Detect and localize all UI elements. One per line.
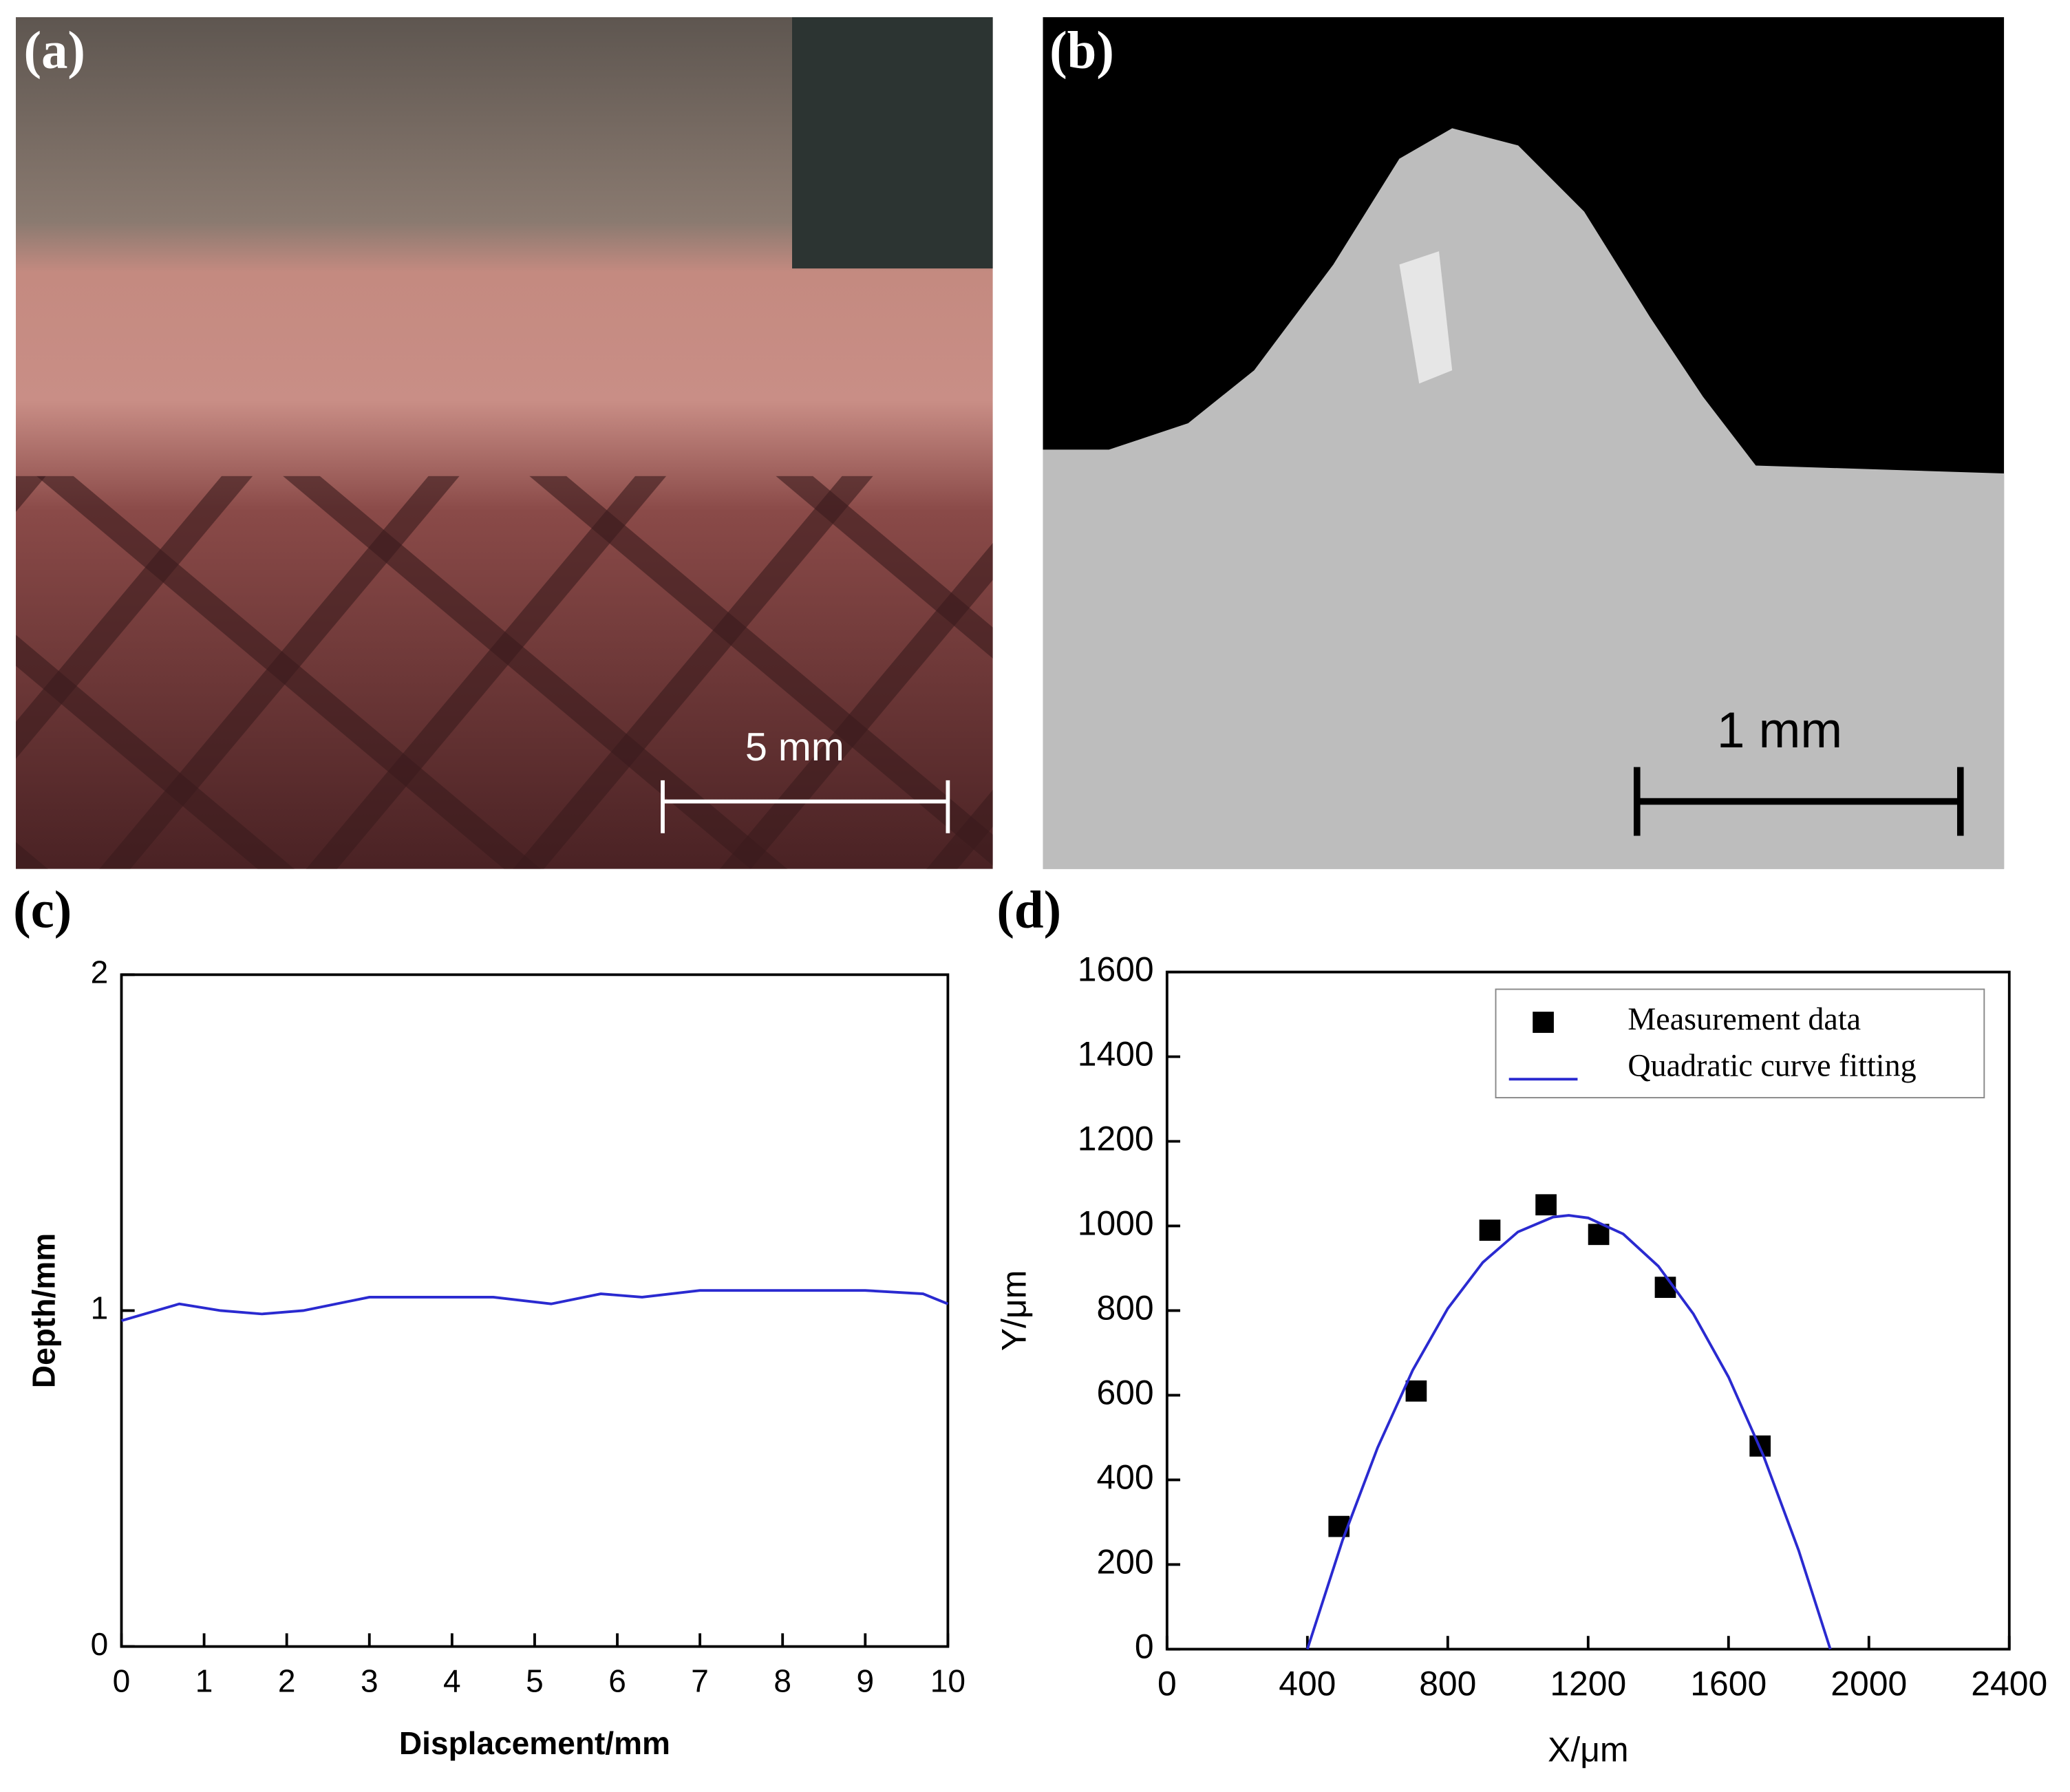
data-point <box>1405 1380 1427 1402</box>
y-tick-label: 800 <box>1096 1289 1153 1327</box>
x-tick-label: 10 <box>930 1663 965 1699</box>
scale-bar-label: 1 mm <box>1717 703 1842 758</box>
x-tick-label: 2 <box>278 1663 296 1699</box>
legend-label: Measurement data <box>1628 1001 1861 1036</box>
x-tick-label: 7 <box>691 1663 709 1699</box>
x-tick-label: 2400 <box>1971 1664 2047 1703</box>
legend-swatch <box>1533 1012 1554 1033</box>
data-point <box>1479 1219 1501 1241</box>
x-tick-label: 1200 <box>1550 1664 1626 1703</box>
y-tick-label: 400 <box>1096 1458 1153 1497</box>
data-line <box>1305 1214 1832 1650</box>
photo-a-detail <box>16 476 993 869</box>
photo-a-detail <box>792 17 993 269</box>
x-tick-label: 3 <box>361 1663 378 1699</box>
y-tick-label: 2 <box>91 954 109 990</box>
x-axis-label: Displacement/mm <box>399 1725 670 1761</box>
y-tick-label: 0 <box>91 1626 109 1662</box>
y-tick-label: 1600 <box>1078 950 1154 989</box>
panel-label: (d) <box>996 880 1061 939</box>
y-tick-label: 1000 <box>1078 1204 1154 1243</box>
data-point <box>1535 1194 1557 1216</box>
x-axis-label: X/μm <box>1548 1731 1628 1769</box>
x-tick-label: 9 <box>856 1663 874 1699</box>
x-tick-label: 2000 <box>1831 1664 1907 1703</box>
x-tick-label: 400 <box>1279 1664 1336 1703</box>
x-tick-label: 0 <box>113 1663 131 1699</box>
x-tick-label: 5 <box>526 1663 544 1699</box>
y-tick-label: 600 <box>1096 1374 1153 1412</box>
y-axis-label: Depth/mm <box>25 1233 61 1388</box>
photo-b-detail <box>1043 128 2005 869</box>
x-tick-label: 6 <box>608 1663 626 1699</box>
panel-label: (a) <box>24 21 85 79</box>
y-axis-label: Y/μm <box>994 1270 1033 1352</box>
panel-label: (b) <box>1049 21 1114 79</box>
y-tick-label: 1400 <box>1078 1035 1154 1074</box>
y-tick-label: 200 <box>1096 1543 1153 1581</box>
x-tick-label: 1600 <box>1690 1664 1767 1703</box>
panel-label: (c) <box>13 880 72 939</box>
plot-frame <box>120 973 950 1648</box>
legend-label: Quadratic curve fitting <box>1628 1047 1916 1082</box>
x-tick-label: 800 <box>1419 1664 1476 1703</box>
x-tick-label: 0 <box>1157 1664 1177 1703</box>
x-tick-label: 4 <box>443 1663 461 1699</box>
data-line <box>120 1289 949 1322</box>
photo-b-detail <box>1399 251 1453 384</box>
y-tick-label: 0 <box>1135 1628 1154 1666</box>
y-tick-label: 1200 <box>1078 1120 1154 1158</box>
x-tick-label: 1 <box>195 1663 213 1699</box>
scale-bar-label: 5 mm <box>745 725 844 769</box>
y-tick-label: 1 <box>91 1290 109 1326</box>
x-tick-label: 8 <box>773 1663 791 1699</box>
